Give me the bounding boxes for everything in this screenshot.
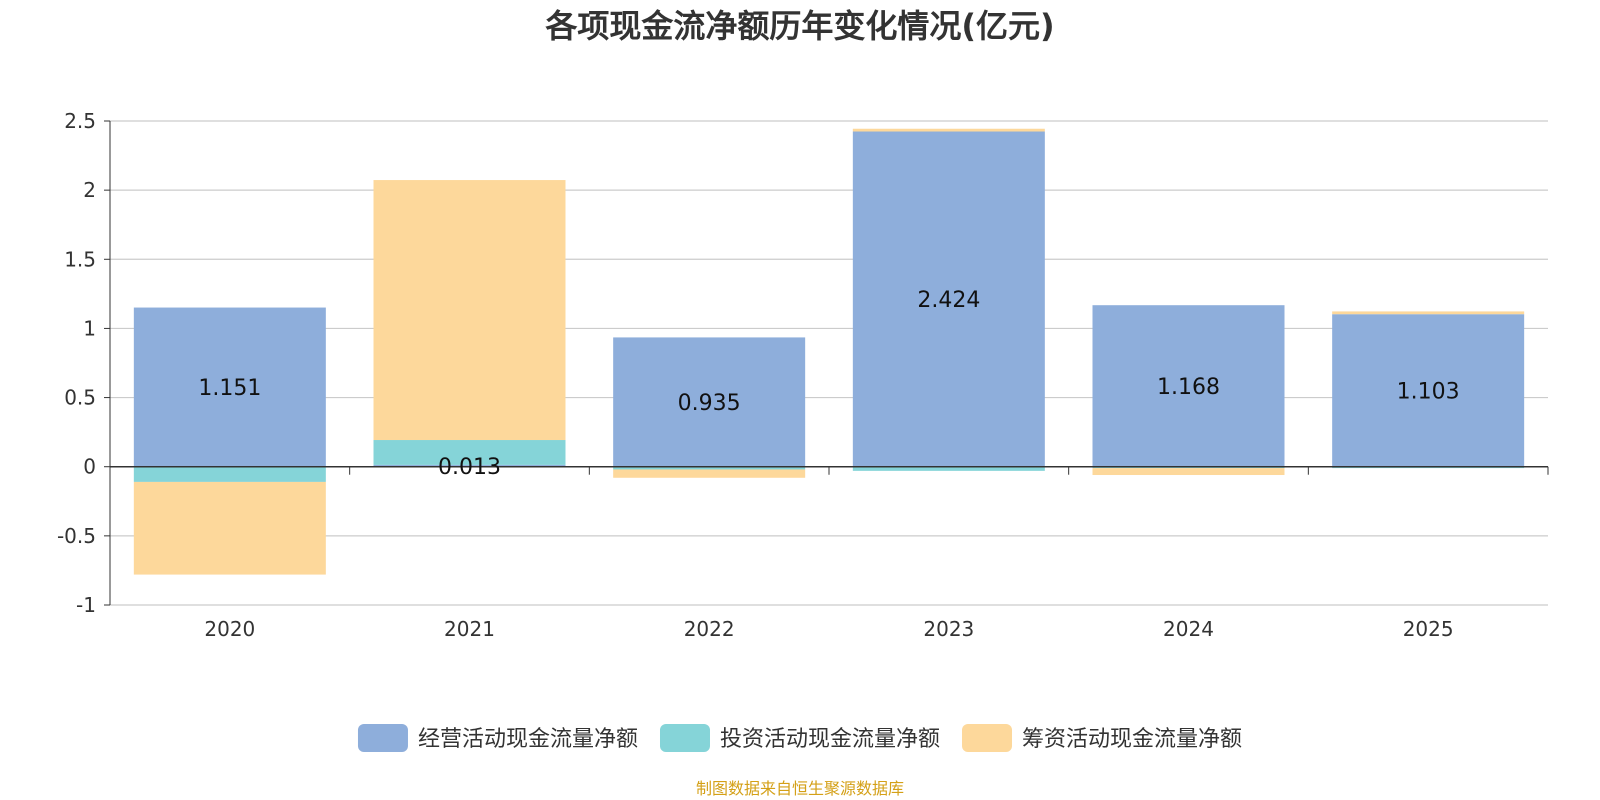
- x-tick-label: 2024: [1163, 617, 1214, 641]
- x-tick-label: 2021: [444, 617, 495, 641]
- bar-2020-series-1: [133, 307, 326, 467]
- y-tick-label: 2: [83, 178, 96, 202]
- bar-2025-series-3: [1332, 311, 1525, 315]
- y-tick-label: 1.5: [64, 247, 96, 271]
- legend-swatch-3: [962, 724, 1013, 752]
- bar-2021-series-2: [373, 440, 566, 465]
- legend-label-2: 投资活动现金流量净额: [720, 727, 940, 752]
- bar-2021-series-1: [373, 464, 566, 467]
- chart-title: 各项现金流净额历年变化情况(亿元): [545, 7, 1054, 45]
- bar-2023-series-3: [852, 128, 1045, 132]
- y-tick-label: -0.5: [57, 524, 96, 548]
- data-label-2021: 0.013: [438, 455, 501, 480]
- y-tick-label: 2.5: [64, 109, 96, 133]
- y-axis: 2.5 2 1.5 1 0.5 0 -0.5 -1: [57, 109, 111, 617]
- data-label-2023: 2.424: [917, 288, 980, 313]
- data-label-2025: 1.103: [1397, 379, 1460, 404]
- legend-swatch-1: [357, 724, 408, 752]
- bar-2022-series-2: [613, 466, 806, 470]
- bar-2021-series-3: [373, 180, 566, 441]
- bar-2025-series-1: [1332, 314, 1525, 467]
- bar-2022-series-1: [613, 337, 806, 467]
- legend-label-3: 筹资活动现金流量净额: [1022, 727, 1242, 752]
- legend: 经营活动现金流量净额 投资活动现金流量净额 筹资活动现金流量净额: [357, 724, 1242, 752]
- bars: [133, 128, 1525, 575]
- bar-2023-series-1: [852, 131, 1045, 467]
- y-tick-label: -1: [76, 593, 96, 617]
- legend-label-1: 经营活动现金流量净额: [418, 727, 638, 752]
- source-note: 制图数据来自恒生聚源数据库: [696, 779, 904, 798]
- x-tick-label: 2020: [204, 617, 255, 641]
- data-labels: 1.151 0.013 0.935 2.424 1.168 1.103: [198, 288, 1459, 480]
- bar-2024-series-1: [1092, 305, 1285, 467]
- x-tick-label: 2023: [923, 617, 974, 641]
- y-tick-label: 1: [83, 316, 96, 340]
- data-label-2024: 1.168: [1157, 375, 1220, 400]
- y-tick-label: 0.5: [64, 386, 96, 410]
- bar-2022-series-3: [613, 469, 806, 478]
- data-label-2020: 1.151: [198, 376, 261, 401]
- data-label-2022: 0.935: [678, 391, 741, 416]
- y-tick-label: 0: [83, 455, 96, 479]
- x-axis: 2020 2021 2022 2023 2024 2025: [110, 465, 1549, 641]
- bar-2020-series-2: [133, 466, 326, 482]
- x-tick-label: 2025: [1403, 617, 1454, 641]
- legend-swatch-2: [659, 724, 710, 752]
- bar-2020-series-3: [133, 481, 326, 575]
- bar-2023-series-2: [852, 466, 1045, 471]
- bar-2024-series-3: [1092, 468, 1285, 476]
- x-tick-label: 2022: [684, 617, 735, 641]
